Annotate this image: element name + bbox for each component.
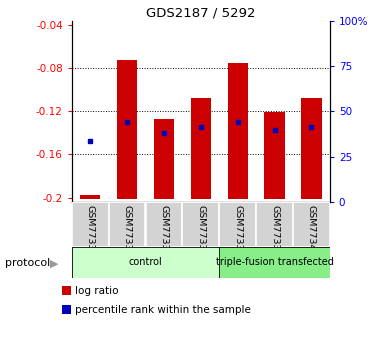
Bar — [293, 202, 330, 247]
Bar — [154, 119, 174, 199]
Text: percentile rank within the sample: percentile rank within the sample — [75, 305, 251, 315]
Bar — [109, 202, 146, 247]
Bar — [146, 202, 182, 247]
Text: protocol: protocol — [5, 258, 50, 268]
Bar — [72, 247, 219, 278]
Bar — [227, 63, 248, 199]
Bar — [264, 112, 285, 199]
Title: GDS2187 / 5292: GDS2187 / 5292 — [146, 7, 256, 20]
Bar — [301, 98, 322, 199]
Bar — [256, 202, 293, 247]
Bar — [182, 202, 219, 247]
Text: GSM77336: GSM77336 — [159, 205, 168, 257]
Text: GSM77338: GSM77338 — [233, 205, 242, 257]
Text: GSM77339: GSM77339 — [270, 205, 279, 257]
Bar — [80, 195, 100, 199]
Bar — [72, 202, 109, 247]
Text: GSM77334: GSM77334 — [86, 205, 95, 257]
Bar — [117, 60, 137, 199]
Bar — [191, 98, 211, 199]
Text: GSM77337: GSM77337 — [196, 205, 205, 257]
Text: control: control — [129, 257, 162, 267]
Text: triple-fusion transfected: triple-fusion transfected — [216, 257, 333, 267]
Text: log ratio: log ratio — [75, 286, 119, 296]
Text: ▶: ▶ — [50, 258, 59, 268]
Text: GSM77340: GSM77340 — [307, 205, 316, 257]
Bar — [219, 247, 330, 278]
Text: GSM77335: GSM77335 — [123, 205, 132, 257]
Bar — [219, 202, 256, 247]
